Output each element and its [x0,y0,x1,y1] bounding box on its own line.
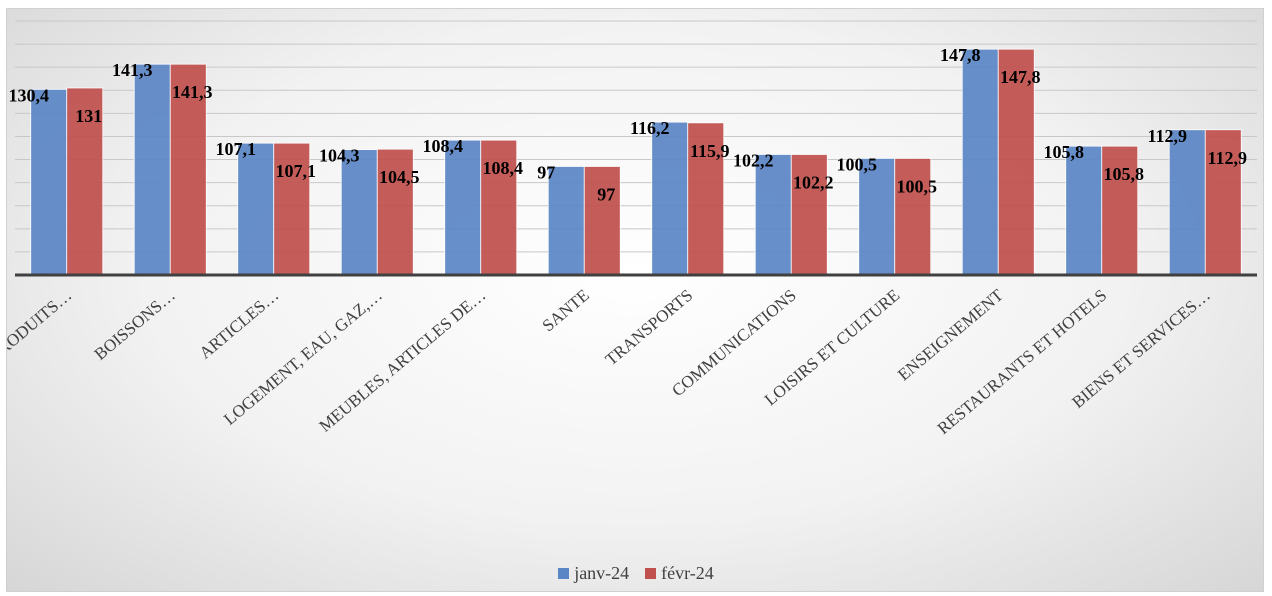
data-label-janv-24: 97 [537,162,555,182]
data-label-janv-24: 104,3 [319,146,360,166]
bar-fevr-24 [583,166,621,276]
data-label-janv-24: 102,2 [733,150,774,170]
data-label-fevr-24: 108,4 [483,158,524,178]
bar-janv-24 [547,166,585,276]
legend-label-fevr-24: févr-24 [661,563,714,583]
data-label-fevr-24: 112,9 [1207,148,1247,168]
bar-janv-24 [30,88,68,276]
data-label-janv-24: 141,3 [112,60,153,80]
data-label-janv-24: 107,1 [216,139,257,159]
legend-swatch-janv-24 [558,568,570,579]
data-label-janv-24: 100,5 [837,154,878,174]
bar-janv-24 [961,48,999,276]
legend-item-fevr-24: févr-24 [645,563,714,584]
category-label: BOISSONS… [91,286,179,364]
category-label: RESTAURANTS ET HOTELS [934,286,1111,439]
bar-janv-24 [1065,145,1103,276]
data-label-fevr-24: 107,1 [276,161,317,181]
data-label-fevr-24: 104,5 [379,167,420,187]
bar-janv-24 [133,63,171,276]
bar-fevr-24 [169,63,207,276]
data-label-fevr-24: 141,3 [172,82,213,102]
data-label-janv-24: 112,9 [1147,126,1187,146]
bar-fevr-24 [997,48,1035,276]
category-label: PRODUITS… [7,286,75,365]
data-label-janv-24: 108,4 [423,136,464,156]
bar-fevr-24 [480,139,518,276]
bar-janv-24 [858,157,896,276]
bar-janv-24 [340,149,378,276]
category-label: TRANSPORTS [602,286,697,370]
data-label-fevr-24: 100,5 [897,176,938,196]
data-label-janv-24: 130,4 [9,85,50,105]
data-label-fevr-24: 97 [597,184,615,204]
data-label-fevr-24: 105,8 [1104,164,1145,184]
bar-fevr-24 [894,157,932,276]
category-label: SANTE [539,286,593,336]
category-label: ENSEIGNEMENT [894,285,1007,384]
bar-chart: 130,4 131 PRODUITS… 141,3 141,3 BOISSONS… 107,… [7,20,1257,439]
data-label-janv-24: 147,8 [940,45,981,65]
legend-swatch-fevr-24 [645,568,657,579]
bar-fevr-24 [1204,129,1242,276]
data-label-janv-24: 105,8 [1044,142,1085,162]
bar-janv-24 [237,142,275,276]
chart-frame: 130,4 131 PRODUITS… 141,3 141,3 BOISSONS… 107,… [6,8,1264,592]
legend-item-janv-24: janv-24 [558,563,629,584]
bar-janv-24 [651,121,689,276]
data-label-fevr-24: 115,9 [690,141,730,161]
bar-janv-24 [1168,129,1206,276]
legend-label-janv-24: janv-24 [574,563,630,583]
bar-janv-24 [444,139,482,276]
category-label: MEUBLES, ARTICLES DE… [315,286,489,436]
category-label: ARTICLES… [196,286,283,363]
bar-fevr-24 [66,87,104,276]
data-label-fevr-24: 131 [75,106,102,126]
data-label-fevr-24: 147,8 [1000,67,1041,87]
bar-fevr-24 [687,122,725,276]
data-label-janv-24: 116,2 [630,118,670,138]
legend: janv-24 févr-24 [7,563,1265,584]
bar-fevr-24 [273,142,311,276]
bar-fevr-24 [376,148,414,276]
bar-fevr-24 [1101,145,1139,276]
bar-fevr-24 [790,154,828,276]
bar-janv-24 [754,154,792,276]
data-label-fevr-24: 102,2 [793,172,834,192]
